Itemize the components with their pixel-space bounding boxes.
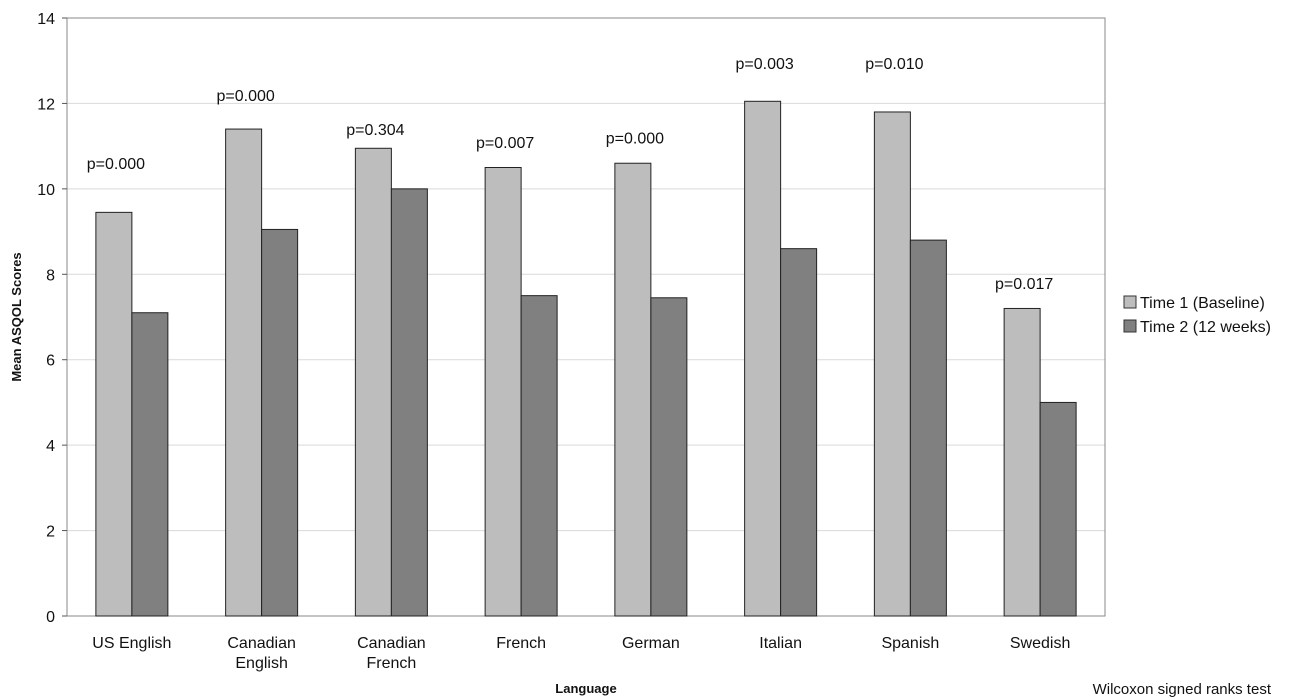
y-tick-label: 0 bbox=[46, 609, 55, 626]
x-category-label: Canadian English bbox=[227, 635, 296, 672]
p-value-annotations: p=0.000 p=0.000 p=0.304 p=0.007 p=0.000 p=0.0… bbox=[87, 56, 1054, 293]
bar-time2 bbox=[909, 239, 947, 617]
x-category-label: Spanish bbox=[881, 635, 939, 652]
y-tick-label: 10 bbox=[37, 182, 55, 199]
y-tick-label: 6 bbox=[46, 353, 55, 370]
bar-time2 bbox=[390, 188, 428, 617]
footnote: Wilcoxon signed ranks test bbox=[1093, 681, 1272, 698]
p-value-label: p=0.007 bbox=[476, 135, 534, 152]
legend-swatch-time1 bbox=[1123, 295, 1137, 309]
bars bbox=[95, 100, 1077, 617]
bar-time2 bbox=[131, 312, 169, 617]
p-value-label: p=0.304 bbox=[346, 122, 404, 139]
bar-time2 bbox=[1039, 401, 1077, 617]
p-value-label: p=0.000 bbox=[606, 131, 664, 148]
y-axis-title: Mean ASQOL Scores bbox=[9, 252, 24, 381]
bar-time2 bbox=[650, 297, 688, 617]
x-category-label: Italian bbox=[759, 635, 802, 652]
gridlines bbox=[67, 102, 1105, 532]
bar-time1 bbox=[744, 100, 782, 617]
bar-time1 bbox=[484, 167, 522, 617]
bar-time2 bbox=[261, 228, 299, 617]
y-tick-labels: 0 2 4 6 8 10 12 14 bbox=[37, 11, 67, 626]
bar-time1 bbox=[873, 111, 911, 617]
x-category-label: French bbox=[496, 635, 546, 652]
y-tick-label: 2 bbox=[46, 524, 55, 541]
legend-swatch-time2 bbox=[1123, 319, 1137, 333]
p-value-label: p=0.000 bbox=[216, 88, 274, 105]
y-tick-label: 8 bbox=[46, 267, 55, 284]
x-category-label: Canadian French bbox=[357, 635, 426, 672]
bar-time1 bbox=[95, 211, 133, 617]
bar-time1 bbox=[1003, 307, 1041, 617]
p-value-label: p=0.010 bbox=[865, 56, 923, 73]
p-value-label: p=0.000 bbox=[87, 156, 145, 173]
p-value-label: p=0.017 bbox=[995, 276, 1053, 293]
bar-time1 bbox=[354, 147, 392, 617]
bar-time2 bbox=[780, 248, 818, 617]
bar-time1 bbox=[225, 128, 263, 617]
legend: Time 1 (Baseline) Time 2 (12 weeks) bbox=[1123, 295, 1271, 336]
x-axis-title: Language bbox=[555, 681, 616, 696]
legend-label-time2: Time 2 (12 weeks) bbox=[1140, 319, 1271, 336]
y-tick-label: 4 bbox=[46, 438, 55, 455]
y-tick-label: 12 bbox=[37, 96, 55, 113]
x-category-label: Swedish bbox=[1010, 635, 1070, 652]
x-category-label: German bbox=[622, 635, 680, 652]
legend-label-time1: Time 1 (Baseline) bbox=[1140, 295, 1265, 312]
bar-time2 bbox=[520, 295, 558, 617]
p-value-label: p=0.003 bbox=[735, 56, 793, 73]
y-tick-label: 14 bbox=[37, 11, 55, 28]
x-category-labels: US English Canadian English Canadian French F… bbox=[92, 635, 1070, 672]
plot-area-frame bbox=[66, 17, 1106, 617]
x-category-label: US English bbox=[92, 635, 171, 652]
bar-time1 bbox=[614, 162, 652, 617]
